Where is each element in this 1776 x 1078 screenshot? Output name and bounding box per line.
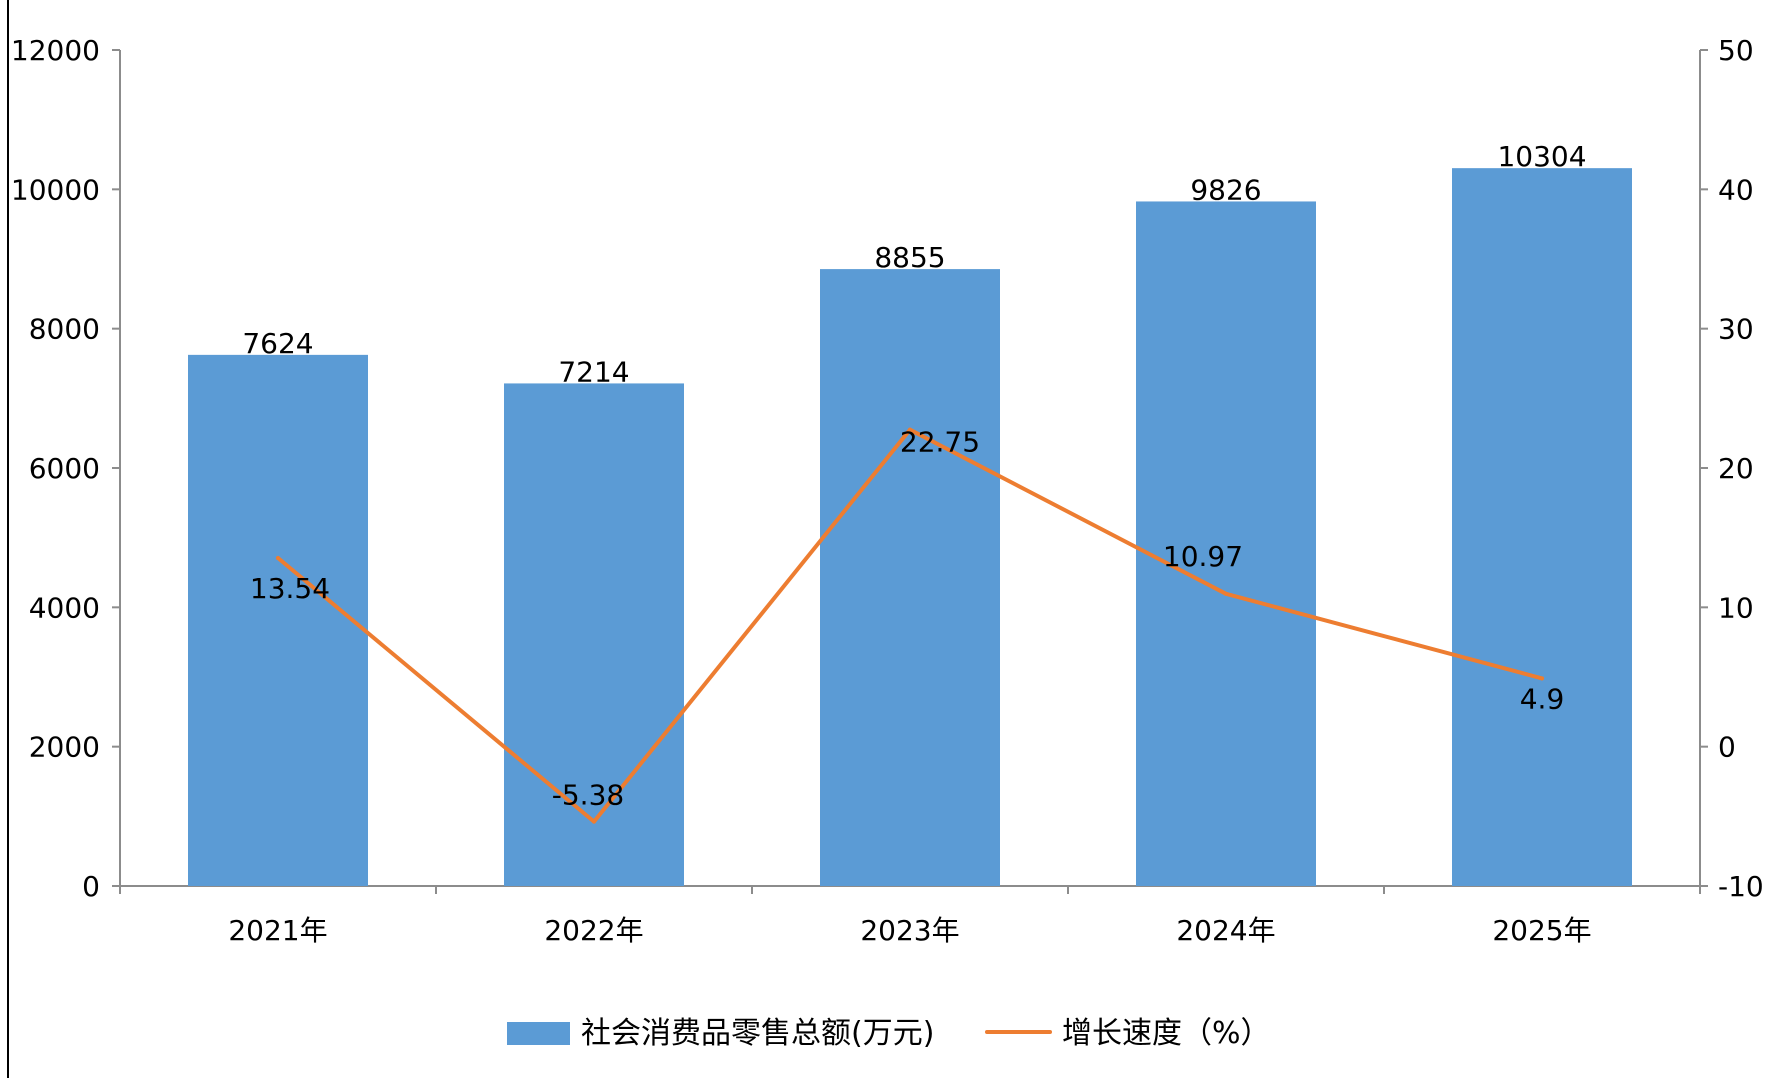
right-tick-label: 10 — [1718, 591, 1754, 624]
legend-bar-swatch — [507, 1022, 570, 1045]
left-tick-label: 12000 — [11, 34, 100, 67]
line-point — [908, 427, 912, 432]
bar-series — [188, 168, 1632, 887]
legend-line-label: 增长速度（%） — [1062, 1016, 1271, 1051]
bar — [1452, 168, 1632, 886]
left-tick-label: 6000 — [29, 452, 100, 485]
line-value-label: 22.75 — [900, 426, 980, 459]
x-tick-label: 2022年 — [544, 914, 643, 947]
x-tick-label: 2025年 — [1492, 914, 1591, 947]
bar-value-label: 8855 — [874, 241, 945, 274]
left-y-axis: 0 2000 4000 6000 8000 10000 12000 — [11, 34, 121, 903]
bar-value-label: 10304 — [1497, 140, 1586, 173]
data-labels: 7624 7214 8855 9826 10304 13.54 -5.38 22.75 10.9… — [242, 140, 1586, 811]
left-tick-label: 8000 — [29, 313, 100, 346]
right-tick-label: -10 — [1718, 870, 1764, 903]
x-tick-label: 2023年 — [860, 914, 959, 947]
right-tick-label: 50 — [1718, 34, 1754, 67]
x-tick-label: 2021年 — [228, 914, 327, 947]
left-tick-label: 10000 — [11, 173, 100, 206]
right-tick-label: 40 — [1718, 173, 1754, 206]
bar-value-label: 7214 — [558, 355, 629, 388]
left-tick-label: 2000 — [29, 731, 100, 764]
left-tick-label: 0 — [82, 870, 100, 903]
bar — [188, 354, 368, 886]
line-point — [592, 819, 596, 824]
line-series — [276, 427, 1544, 824]
left-tick-label: 4000 — [29, 591, 100, 624]
line-point — [1224, 591, 1228, 596]
legend: 社会消费品零售总额(万元) 增长速度（%） — [507, 1016, 1271, 1051]
line-point — [1540, 676, 1544, 681]
bar-value-label: 9826 — [1190, 173, 1261, 206]
bar — [820, 269, 1000, 886]
right-tick-label: 30 — [1718, 313, 1754, 346]
right-tick-label: 0 — [1718, 731, 1736, 764]
right-tick-label: 20 — [1718, 452, 1754, 485]
line-value-label: -5.38 — [552, 779, 624, 812]
bar-value-label: 7624 — [242, 327, 313, 360]
line-point — [276, 556, 280, 561]
bar — [504, 383, 684, 886]
legend-bar-label: 社会消费品零售总额(万元) — [581, 1016, 934, 1051]
right-y-axis: -10 0 10 20 30 40 50 — [1699, 34, 1764, 903]
bar — [1136, 201, 1316, 887]
line-value-label: 13.54 — [250, 572, 330, 605]
line-value-label: 10.97 — [1163, 540, 1243, 573]
line-value-label: 4.9 — [1520, 682, 1565, 715]
x-tick-label: 2024年 — [1176, 914, 1275, 947]
